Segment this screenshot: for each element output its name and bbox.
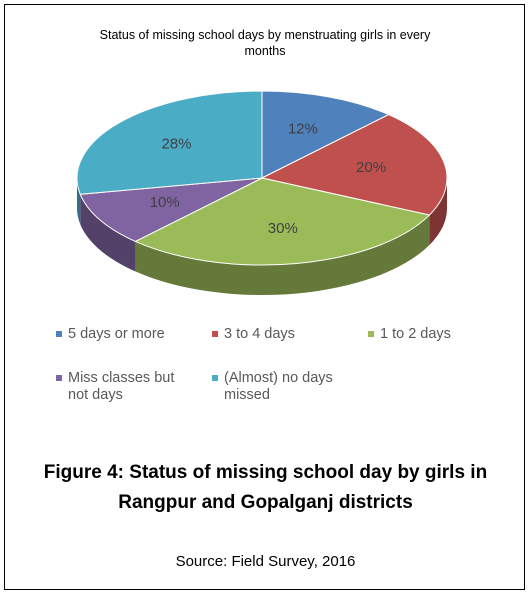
slice-side [80,194,136,272]
legend-entry: 5 days or more [56,326,178,343]
data-label: 28% [161,136,191,153]
slice-side [77,178,81,225]
slice [261,90,390,179]
chart-title: Status of missing school days by menstru… [99,28,431,58]
legend-entry: (Almost) no days missed [212,370,334,404]
data-label: 30% [268,220,298,237]
slice-side-shade [80,194,136,272]
slice-side-shade [429,178,447,246]
frame [4,4,525,590]
legend-label: 3 to 4 days [224,326,295,342]
legend-entry: 1 to 2 days [368,326,490,343]
legend-label: 5 days or more [68,326,165,342]
slice-side-shade [135,215,430,295]
caption: Figure 4: Status of missing school day b… [43,462,488,513]
source: Source: Field Survey, 2016 [175,553,356,570]
data-label: 12% [288,120,318,137]
data-label: 20% [356,159,386,176]
legend-entry: 3 to 4 days [212,326,334,343]
slice [260,114,448,216]
legend-swatch [56,331,62,337]
slice-side [429,178,447,246]
legend-entry: Miss classes but not days [56,370,178,404]
legend-label: 1 to 2 days [380,326,451,342]
legend-swatch [212,375,218,381]
data-label: 10% [150,194,180,211]
slice-side [135,215,430,295]
slice [79,177,263,242]
legend-label: (Almost) no days missed [224,370,333,403]
slice-side-shade [77,178,81,225]
legend-swatch [368,331,374,337]
legend-swatch [56,375,62,381]
slice [76,90,263,195]
legend-label: Miss classes but not days [68,370,175,403]
slice [134,177,431,266]
legend-swatch [212,331,218,337]
